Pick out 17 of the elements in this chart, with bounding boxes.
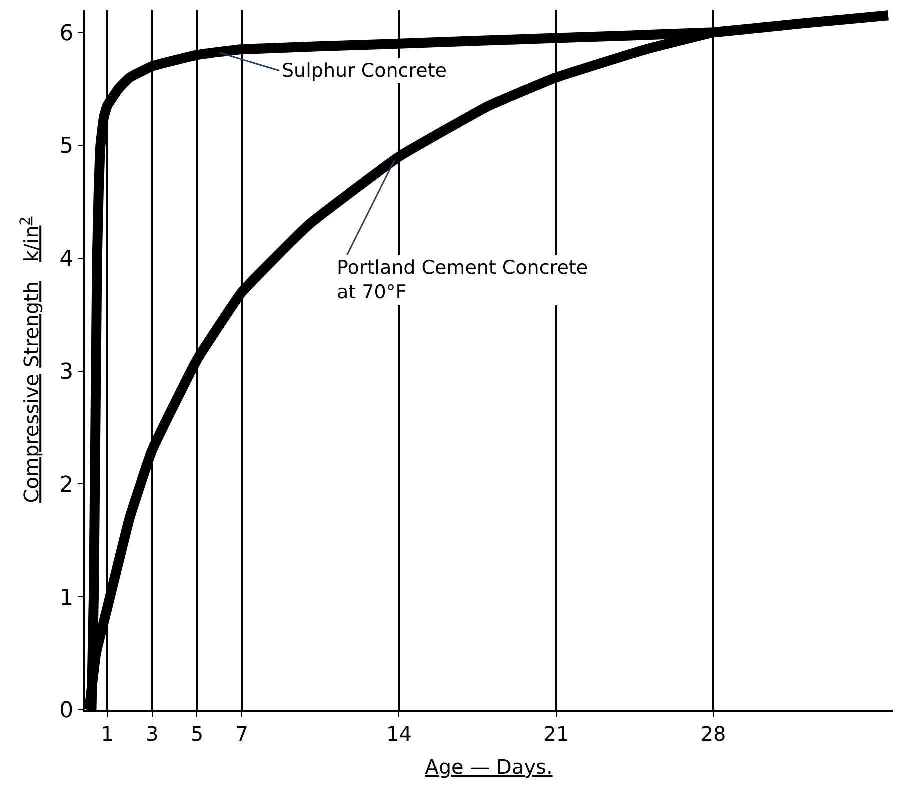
x-axis-title: Age — Days. — [425, 755, 553, 779]
y-tick-label: 5 — [60, 134, 74, 160]
y-tick-label: 6 — [60, 21, 74, 46]
x-tick-label: 3 — [146, 722, 159, 746]
x-tick-label: 28 — [700, 722, 726, 746]
y-tick-label: 3 — [60, 360, 74, 385]
annotation: Sulphur Concrete — [282, 60, 447, 82]
x-tick-label: 14 — [386, 722, 412, 746]
x-tick-label: 21 — [544, 722, 570, 746]
x-tick-label: 5 — [190, 722, 204, 746]
x-tick-label: 1 — [101, 722, 114, 746]
x-tick-label: 7 — [236, 722, 248, 746]
y-tick-label: 0 — [60, 698, 74, 724]
y-tick-label: 2 — [60, 472, 74, 498]
annotation: Portland Cement Concrete at 70°F — [337, 257, 588, 304]
y-tick-label: 4 — [60, 247, 74, 272]
y-tick-label: 1 — [60, 586, 74, 611]
